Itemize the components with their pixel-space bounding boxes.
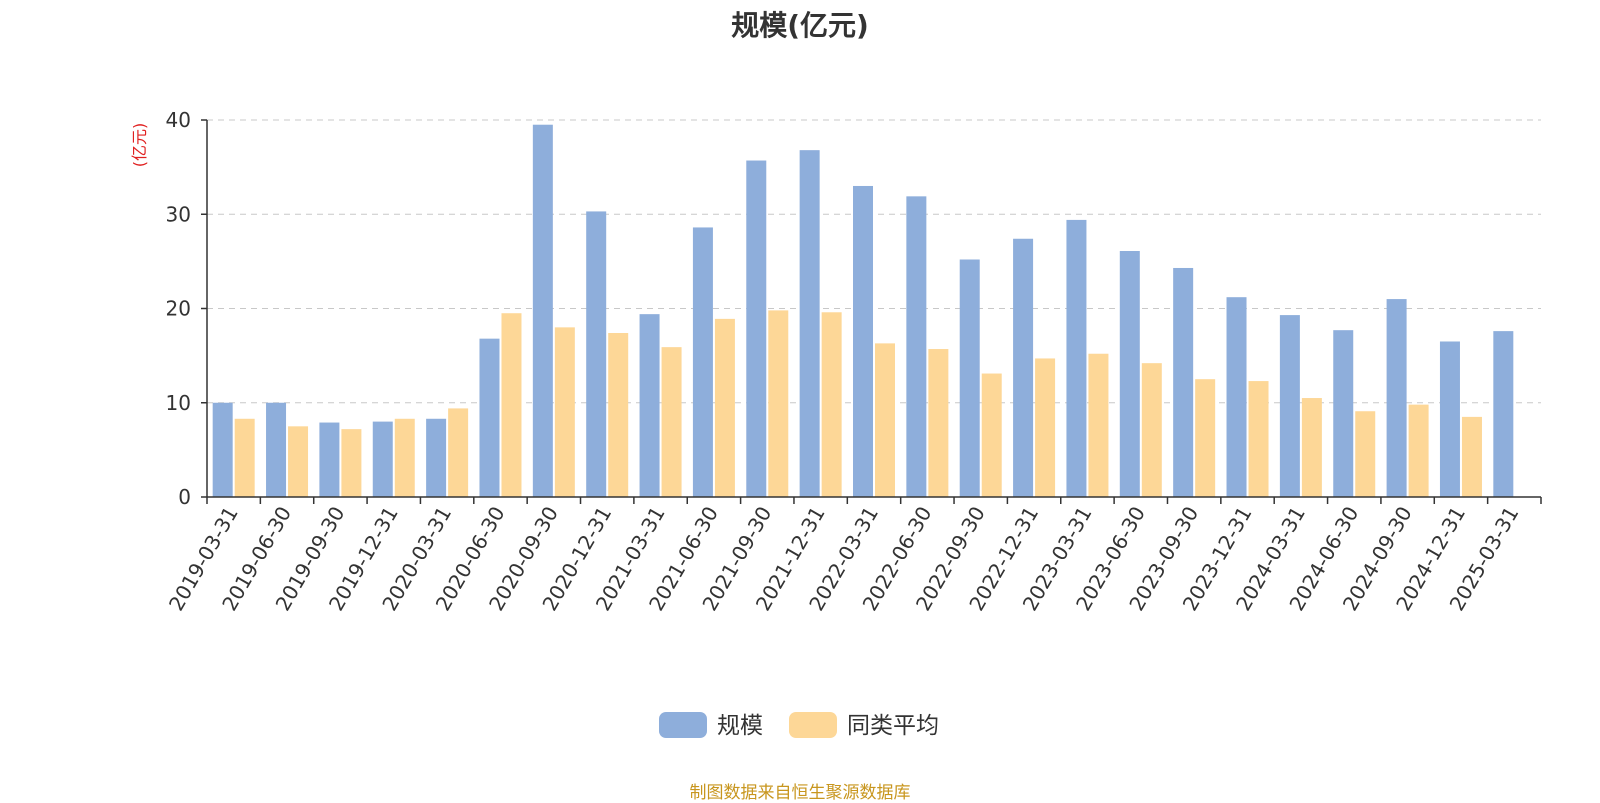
bar-规模-2021-06-30 xyxy=(692,227,713,497)
bar-同类平均-2020-09-30 xyxy=(554,327,575,497)
legend-swatch-规模[interactable] xyxy=(659,712,707,738)
legend: 规模 同类平均 xyxy=(659,712,939,739)
y-axis-unit-label: (亿元) xyxy=(130,123,149,168)
bar-同类平均-2024-09-30 xyxy=(1408,404,1429,497)
bar-同类平均-2020-12-31 xyxy=(608,333,629,497)
bar-规模-2019-09-30 xyxy=(319,422,340,497)
legend-swatch-同类平均[interactable] xyxy=(789,712,837,738)
y-tick-label: 40 xyxy=(166,108,191,132)
bar-规模-2022-09-30 xyxy=(959,259,980,497)
bar-同类平均-2023-03-31 xyxy=(1088,353,1109,497)
bar-同类平均-2019-12-31 xyxy=(394,418,415,497)
bar-同类平均-2023-09-30 xyxy=(1195,379,1216,497)
bar-同类平均-2022-09-30 xyxy=(981,373,1002,497)
bar-规模-2022-03-31 xyxy=(853,185,873,497)
bar-规模-2020-03-31 xyxy=(426,418,447,497)
bar-规模-2020-06-30 xyxy=(479,338,500,497)
chart-title: 规模(亿元) xyxy=(731,9,869,42)
y-tick-label: 10 xyxy=(166,391,191,415)
bar-同类平均-2024-03-31 xyxy=(1301,398,1322,497)
bar-规模-2019-06-30 xyxy=(266,402,287,497)
bar-同类平均-2022-03-31 xyxy=(875,343,895,497)
bar-同类平均-2024-06-30 xyxy=(1355,411,1376,497)
bar-同类平均-2020-06-30 xyxy=(501,313,522,497)
bar-规模-2022-06-30 xyxy=(906,196,927,497)
bar-规模-2022-12-31 xyxy=(1013,238,1034,497)
y-tick-label: 20 xyxy=(166,297,191,321)
bar-同类平均-2021-06-30 xyxy=(714,318,735,497)
axes xyxy=(201,119,1542,504)
bar-同类平均-2021-03-31 xyxy=(661,347,682,497)
bar-同类平均-2020-03-31 xyxy=(448,408,469,497)
bar-同类平均-2022-12-31 xyxy=(1035,358,1056,497)
bar-同类平均-2022-06-30 xyxy=(928,349,949,497)
bar-规模-2020-09-30 xyxy=(532,124,553,498)
tick-labels: 0102030402019-03-312019-06-302019-09-302… xyxy=(164,108,1524,615)
bar-同类平均-2021-09-30 xyxy=(768,310,789,497)
bar-同类平均-2019-09-30 xyxy=(341,429,362,497)
bar-规模-2024-06-30 xyxy=(1333,330,1354,497)
bar-规模-2020-12-31 xyxy=(586,211,607,498)
data-source-note: 制图数据来自恒生聚源数据库 xyxy=(689,783,911,803)
bar-规模-2019-03-31 xyxy=(212,402,233,497)
bars xyxy=(212,124,1514,498)
bar-规模-2023-06-30 xyxy=(1119,251,1140,497)
bar-同类平均-2023-06-30 xyxy=(1141,363,1162,497)
bar-同类平均-2019-03-31 xyxy=(234,418,255,497)
bar-规模-2025-03-31 xyxy=(1493,331,1514,497)
bar-规模-2021-09-30 xyxy=(746,160,767,497)
bar-规模-2024-12-31 xyxy=(1439,341,1460,497)
legend-label-同类平均[interactable]: 同类平均 xyxy=(847,713,939,739)
bar-规模-2024-09-30 xyxy=(1386,299,1407,497)
legend-label-规模[interactable]: 规模 xyxy=(717,713,763,739)
bar-规模-2023-03-31 xyxy=(1066,219,1087,497)
y-tick-label: 0 xyxy=(178,485,191,509)
bar-规模-2023-12-31 xyxy=(1226,297,1247,497)
bar-同类平均-2019-06-30 xyxy=(288,426,309,497)
bar-同类平均-2021-12-31 xyxy=(821,312,842,497)
bar-同类平均-2023-12-31 xyxy=(1248,381,1269,497)
y-tick-label: 30 xyxy=(166,202,191,226)
bar-规模-2024-03-31 xyxy=(1279,315,1300,497)
bar-同类平均-2024-12-31 xyxy=(1461,416,1482,497)
bar-规模-2021-03-31 xyxy=(639,314,660,497)
bar-规模-2021-12-31 xyxy=(799,150,820,497)
bar-规模-2019-12-31 xyxy=(372,421,393,497)
bar-规模-2023-09-30 xyxy=(1173,267,1194,497)
